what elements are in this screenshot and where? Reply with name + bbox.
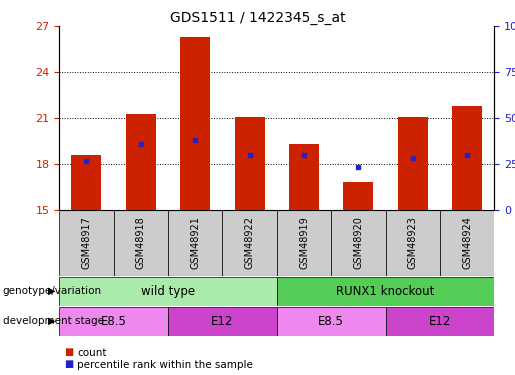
Text: development stage: development stage [3,316,104,326]
Text: GSM48918: GSM48918 [136,216,146,269]
Bar [59,277,277,306]
Bar [235,117,265,210]
Text: GSM48922: GSM48922 [245,216,254,269]
Bar [386,307,494,336]
Bar [277,210,331,276]
Text: genotype/variation: genotype/variation [3,286,101,296]
Text: E8.5: E8.5 [318,315,344,328]
Text: percentile rank within the sample: percentile rank within the sample [77,360,253,369]
Text: GSM48921: GSM48921 [190,216,200,269]
Bar [72,155,101,210]
Bar [59,210,114,276]
Bar [386,210,440,276]
Bar [289,144,319,210]
Text: ▶: ▶ [48,286,55,296]
Text: ▶: ▶ [48,316,55,326]
Bar [331,210,386,276]
Text: GSM48917: GSM48917 [81,216,92,269]
Bar [59,307,168,336]
Bar [277,277,494,306]
Text: ■: ■ [64,348,74,357]
Text: GDS1511 / 1422345_s_at: GDS1511 / 1422345_s_at [169,11,346,25]
Bar [126,114,156,210]
Bar [344,183,373,210]
Bar [452,106,482,210]
Text: E12: E12 [211,315,234,328]
Text: RUNX1 knockout: RUNX1 knockout [336,285,435,298]
Text: E12: E12 [429,315,451,328]
Bar [277,307,386,336]
Bar [440,210,494,276]
Text: count: count [77,348,107,357]
Text: GSM48919: GSM48919 [299,216,309,269]
Bar [168,307,277,336]
Text: ■: ■ [64,360,74,369]
Bar [114,210,168,276]
Bar [168,210,222,276]
Bar [180,37,210,210]
Text: wild type: wild type [141,285,195,298]
Text: GSM48924: GSM48924 [462,216,472,269]
Bar [222,210,277,276]
Text: GSM48920: GSM48920 [353,216,364,269]
Bar [398,117,428,210]
Text: GSM48923: GSM48923 [408,216,418,269]
Text: E8.5: E8.5 [101,315,127,328]
